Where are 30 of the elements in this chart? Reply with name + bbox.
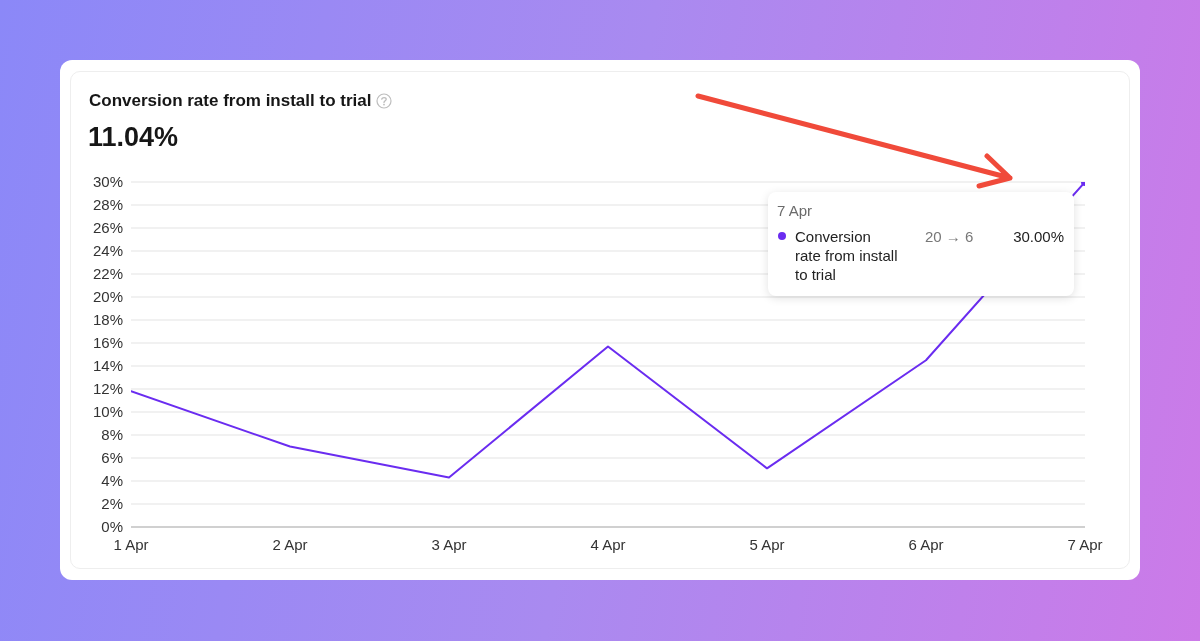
- legend-label: Conversion rate from install to trial: [795, 228, 898, 283]
- annotation: 30.00%: [1013, 228, 1064, 245]
- y-tick-label: 24%: [92, 242, 123, 260]
- x-tick-label: 6 Apr: [908, 535, 944, 553]
- annotation: 20 → 6: [925, 228, 974, 245]
- y-tick-label: 30%: [92, 173, 123, 191]
- y-tick-label: 6%: [101, 449, 123, 467]
- y-tick-label: 12%: [92, 380, 123, 398]
- y-tick-label: 10%: [92, 403, 123, 421]
- x-tick-label: 7 Apr: [1067, 535, 1103, 553]
- y-tick-label: 26%: [92, 219, 123, 237]
- y-tick-label: 28%: [92, 196, 123, 214]
- y-tick-label: 14%: [92, 357, 123, 375]
- y-tick-label: 2%: [101, 495, 123, 513]
- line-series: [131, 182, 1085, 479]
- y-tick-label: 18%: [92, 311, 123, 329]
- chart-title: Conversion rate from install to trial: [89, 91, 372, 111]
- y-tick-label: 8%: [101, 426, 123, 444]
- chart-subtitle: 11.04%: [88, 122, 179, 152]
- x-tick-label: 1 Apr: [113, 535, 149, 553]
- y-tick-label: 4%: [101, 472, 123, 490]
- x-tick-label: 3 Apr: [431, 535, 467, 553]
- y-tick-label: 22%: [92, 265, 123, 283]
- y-tick-label: 16%: [92, 334, 123, 352]
- x-tick-label: 4 Apr: [590, 535, 626, 553]
- annotation: 7 Apr: [777, 202, 813, 219]
- x-tick-label: 5 Apr: [749, 535, 785, 553]
- y-tick-label: 20%: [92, 288, 123, 306]
- y-tick-label: 0%: [101, 518, 123, 536]
- x-tick-label: 2 Apr: [272, 535, 308, 553]
